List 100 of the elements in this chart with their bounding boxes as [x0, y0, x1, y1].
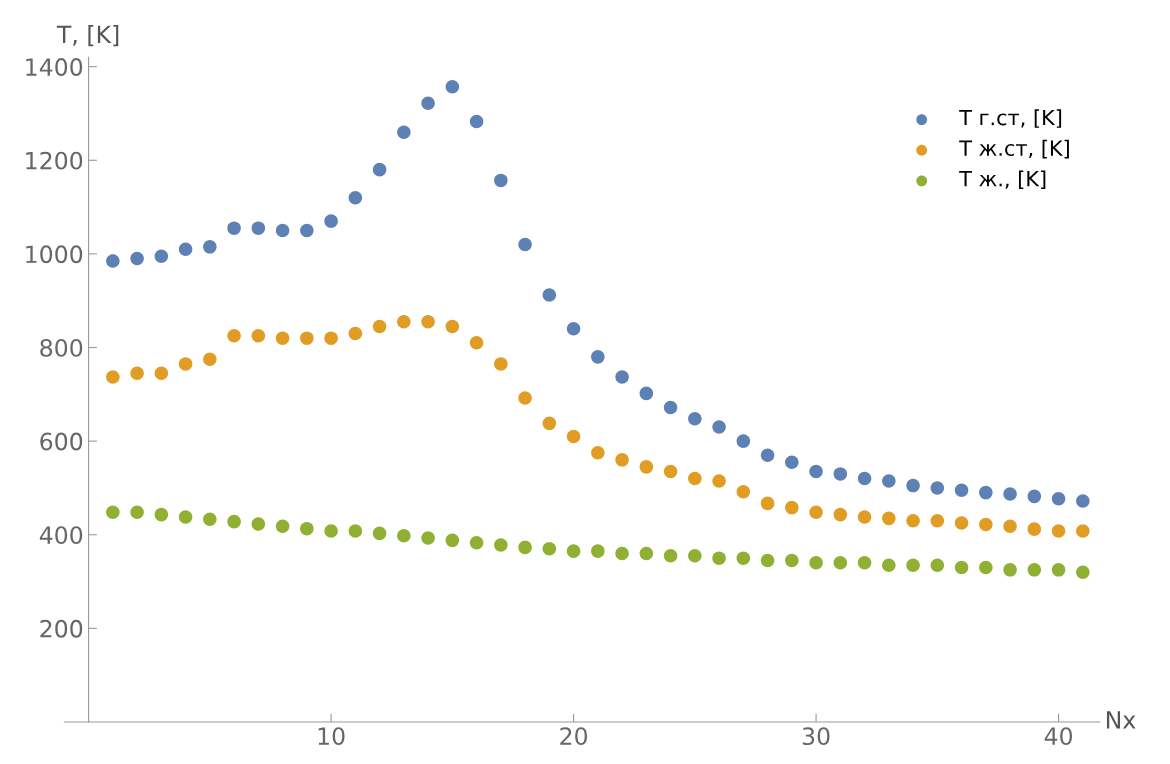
x-tick-label: 20: [560, 727, 588, 746]
point: [639, 460, 654, 474]
point: [1076, 494, 1090, 508]
point: [979, 560, 993, 575]
x-tick-label: 40: [1044, 727, 1073, 746]
point: [615, 370, 629, 384]
y-tick-label: 1000: [26, 245, 83, 264]
point: [736, 551, 751, 565]
y-tick-label: 800: [40, 338, 83, 357]
point: [663, 549, 678, 563]
point: [106, 370, 120, 384]
y-tick-label: 600: [40, 432, 83, 451]
point: [203, 352, 217, 366]
point: [372, 162, 387, 177]
point: [1027, 563, 1042, 577]
point: [494, 538, 508, 552]
point: [275, 519, 290, 534]
x-tick-label: 10: [318, 727, 345, 746]
point: [154, 507, 169, 522]
point: [639, 386, 654, 401]
point: [348, 190, 363, 205]
point: [421, 96, 435, 110]
point: [857, 556, 872, 570]
point: [154, 366, 169, 381]
point: [857, 471, 872, 486]
point: [639, 546, 654, 561]
point: [203, 240, 217, 254]
point: [300, 521, 314, 536]
point: [566, 544, 581, 558]
point: [106, 254, 120, 268]
point: [154, 249, 169, 263]
point: [809, 464, 823, 479]
point: [227, 329, 241, 343]
point: [736, 434, 751, 448]
point: [785, 553, 799, 568]
point: [1003, 487, 1017, 501]
point: [445, 80, 460, 94]
x-tick-label: 30: [802, 727, 830, 746]
point: [275, 331, 290, 345]
point: [1076, 524, 1090, 538]
legend-label: T ж., [K]: [959, 170, 1046, 190]
point: [130, 366, 144, 381]
point: [324, 214, 338, 228]
point: [251, 329, 266, 343]
point: [251, 221, 266, 235]
point: [421, 531, 435, 545]
point: [785, 455, 799, 469]
point: [494, 173, 508, 188]
point: [882, 558, 896, 572]
point: [227, 514, 241, 529]
point: [954, 516, 969, 530]
point: [251, 517, 266, 531]
point: [906, 478, 920, 493]
point: [518, 391, 532, 405]
point: [130, 251, 144, 266]
point: [930, 513, 945, 528]
point: [833, 556, 848, 570]
point: [178, 357, 193, 371]
point: [372, 526, 387, 541]
y-tick-label: 1200: [26, 151, 83, 170]
point: [542, 288, 557, 302]
point: [566, 322, 581, 336]
point: [421, 315, 435, 329]
legend-label: T ж.ст, [K]: [959, 139, 1069, 159]
point: [1003, 563, 1017, 577]
point: [760, 553, 775, 568]
point: [1051, 563, 1066, 577]
point: [663, 400, 678, 415]
point: [1051, 524, 1066, 538]
point: [615, 453, 629, 467]
point: [809, 556, 823, 570]
point: [954, 483, 969, 498]
point: [663, 464, 678, 479]
point: [906, 513, 920, 528]
point: [445, 319, 460, 334]
point: [833, 507, 848, 522]
point: [833, 467, 848, 481]
point: [445, 533, 460, 548]
point: [882, 511, 896, 526]
point: [275, 223, 290, 238]
point: [469, 535, 484, 550]
point: [397, 125, 411, 139]
point: [712, 474, 726, 488]
point: [1027, 522, 1042, 536]
point: [397, 528, 411, 543]
point: [106, 505, 120, 520]
point: [178, 242, 193, 256]
point: [809, 505, 823, 520]
y-axis-title: T, [K]: [56, 25, 119, 47]
point: [130, 505, 144, 520]
y-tick-label: 400: [39, 526, 83, 545]
point: [930, 481, 945, 495]
point: [785, 500, 799, 515]
point: [1003, 519, 1017, 534]
x-axis-title: Nx: [1106, 711, 1136, 729]
point: [542, 542, 557, 556]
point: [300, 223, 314, 238]
point: [591, 544, 605, 558]
point: [760, 496, 775, 511]
point: [760, 448, 775, 462]
